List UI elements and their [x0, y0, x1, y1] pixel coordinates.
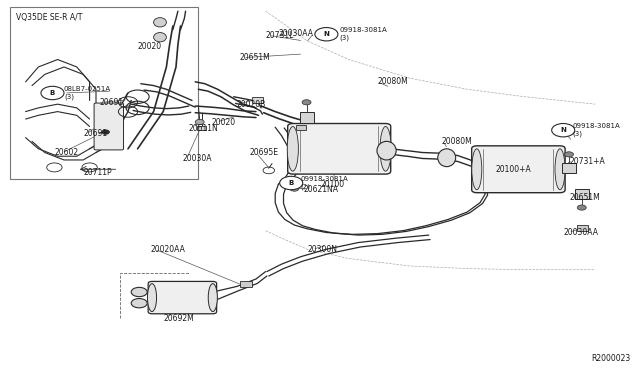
Ellipse shape	[154, 32, 166, 42]
Ellipse shape	[154, 17, 166, 27]
Circle shape	[280, 176, 303, 190]
Text: 20621NA: 20621NA	[304, 185, 339, 194]
Text: B: B	[50, 90, 55, 96]
Bar	[562, 163, 576, 173]
Text: 20731+A: 20731+A	[570, 157, 605, 166]
FancyBboxPatch shape	[148, 281, 216, 314]
Text: 20692M: 20692M	[163, 314, 194, 323]
Text: B: B	[289, 180, 294, 186]
Text: 09918-3081A
(2): 09918-3081A (2)	[301, 176, 349, 190]
Circle shape	[102, 130, 109, 134]
FancyBboxPatch shape	[94, 103, 124, 150]
Ellipse shape	[555, 149, 565, 190]
Text: 20691: 20691	[83, 129, 108, 138]
Text: 20731L: 20731L	[266, 31, 294, 40]
Ellipse shape	[380, 126, 391, 171]
Text: 20080M: 20080M	[442, 137, 472, 146]
Text: 09918-3081A
(3): 09918-3081A (3)	[339, 28, 387, 41]
FancyBboxPatch shape	[472, 146, 565, 193]
Text: 20030AA: 20030AA	[563, 228, 598, 237]
Text: 20020B: 20020B	[237, 100, 266, 109]
Text: 20030AA: 20030AA	[278, 29, 314, 38]
Text: 20651M: 20651M	[570, 193, 600, 202]
Text: 20691: 20691	[99, 98, 124, 107]
Ellipse shape	[287, 126, 298, 171]
Text: 20695E: 20695E	[250, 148, 278, 157]
Ellipse shape	[131, 287, 147, 297]
Ellipse shape	[208, 283, 218, 312]
Text: VQ35DE SE-R A/T: VQ35DE SE-R A/T	[16, 13, 83, 22]
Ellipse shape	[438, 149, 456, 167]
Bar	[10, 7, 198, 179]
Bar	[296, 125, 306, 130]
Bar	[240, 281, 252, 287]
Text: 20100+A: 20100+A	[496, 165, 532, 174]
Ellipse shape	[472, 149, 482, 190]
Ellipse shape	[377, 141, 396, 160]
Text: 20020: 20020	[211, 118, 236, 127]
Bar	[577, 225, 588, 231]
Text: R2000023: R2000023	[591, 354, 630, 363]
Bar	[197, 126, 206, 130]
Text: 20020: 20020	[138, 42, 162, 51]
Circle shape	[315, 28, 338, 41]
Text: 20030A: 20030A	[182, 154, 212, 163]
Bar	[575, 189, 589, 199]
Circle shape	[195, 119, 204, 125]
Text: 08LB7-0251A
(3): 08LB7-0251A (3)	[64, 86, 111, 100]
Text: 20020AA: 20020AA	[150, 245, 185, 254]
Circle shape	[302, 100, 311, 105]
Text: 20100: 20100	[321, 180, 345, 189]
Ellipse shape	[147, 283, 157, 312]
Text: 20651M: 20651M	[240, 53, 271, 62]
Circle shape	[577, 205, 586, 210]
Circle shape	[552, 124, 575, 137]
Text: 20711P: 20711P	[83, 169, 112, 177]
Circle shape	[564, 152, 573, 157]
Ellipse shape	[131, 298, 147, 308]
FancyBboxPatch shape	[288, 124, 390, 174]
Text: 20300N: 20300N	[307, 245, 337, 254]
Circle shape	[290, 186, 299, 191]
Bar	[300, 112, 314, 123]
Text: N: N	[323, 31, 330, 37]
Text: 20611N: 20611N	[189, 124, 218, 133]
Bar	[252, 97, 263, 103]
Text: N: N	[560, 127, 566, 133]
Text: 20080M: 20080M	[378, 77, 408, 86]
Text: 09918-3081A
(3): 09918-3081A (3)	[573, 124, 621, 137]
Circle shape	[41, 86, 64, 100]
Text: 20602: 20602	[54, 148, 79, 157]
